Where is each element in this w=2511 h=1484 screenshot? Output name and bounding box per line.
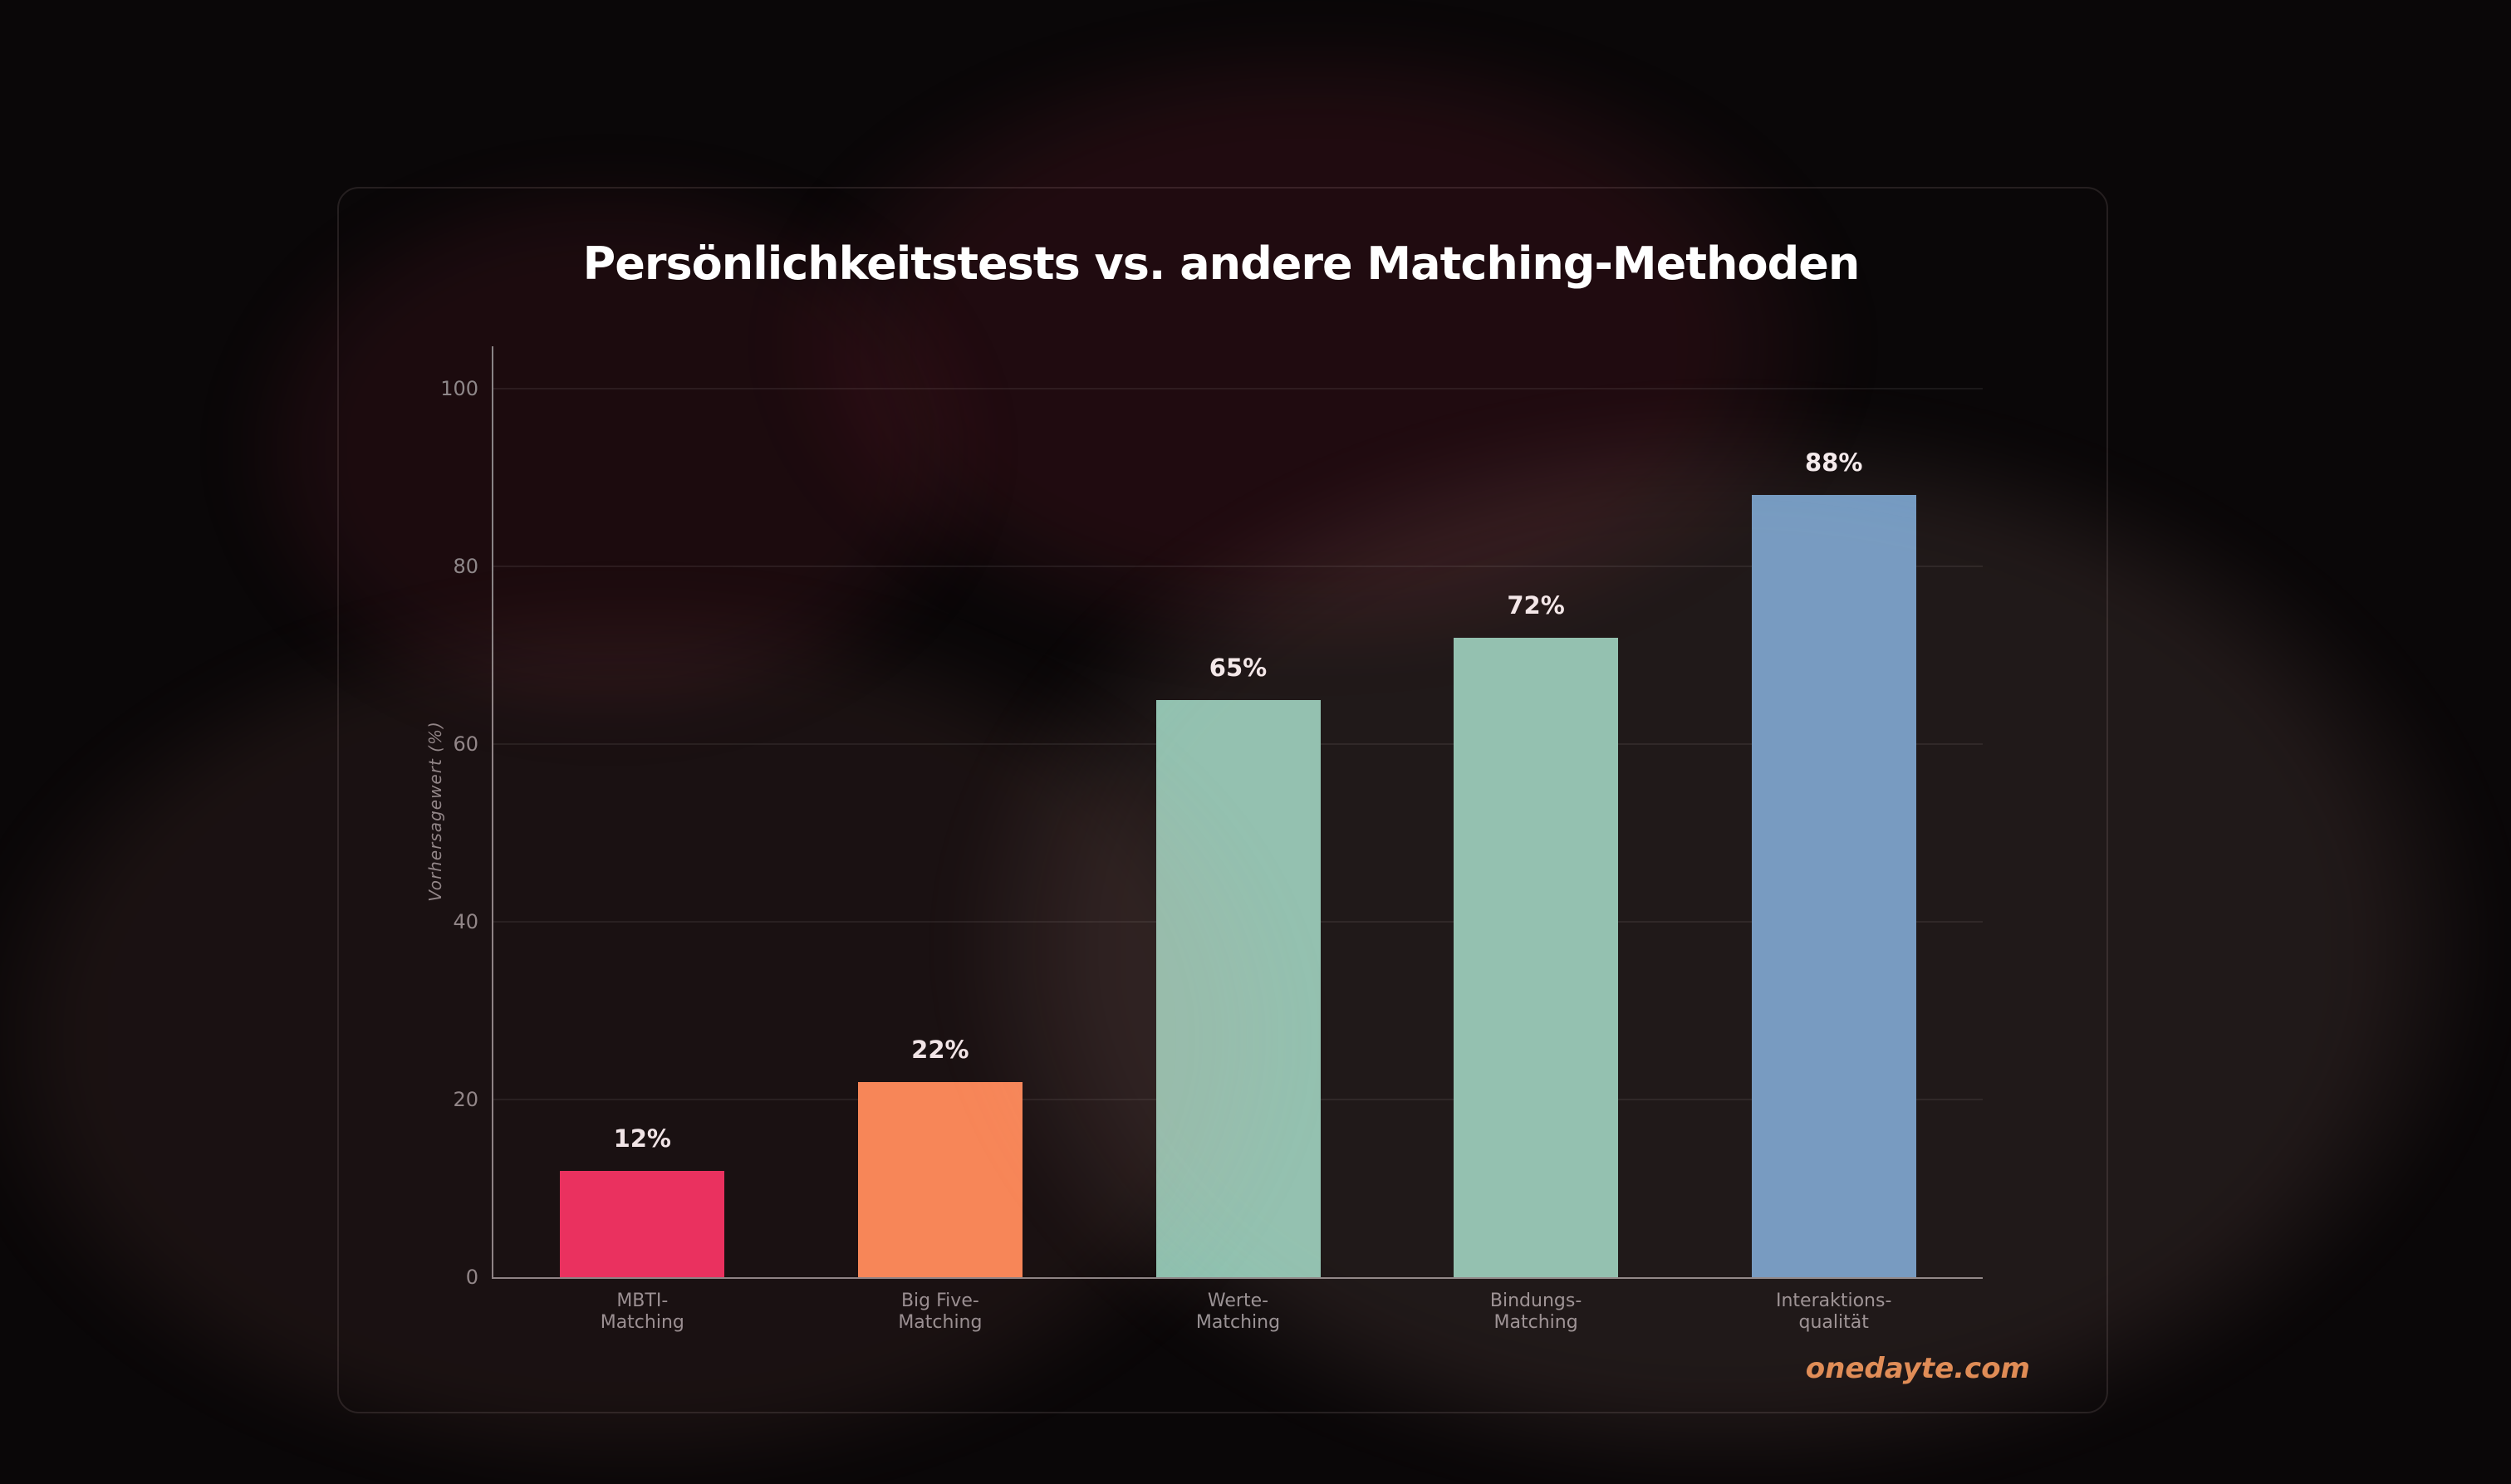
- bar-value-label: 88%: [1804, 448, 1863, 478]
- x-category-label: MBTI- Matching: [600, 1291, 684, 1333]
- bar-1: [857, 1081, 1023, 1277]
- bar-value-label: 72%: [1507, 590, 1565, 620]
- chart-title: Persönlichkeitstests vs. andere Matching…: [582, 238, 1861, 290]
- y-tick-label: 40: [453, 910, 478, 933]
- bar-value-label: 12%: [613, 1124, 671, 1153]
- y-axis-line: [492, 346, 493, 1279]
- x-axis-line: [492, 1277, 1983, 1279]
- y-tick-label: 60: [453, 732, 478, 756]
- x-category-label: Big Five- Matching: [898, 1291, 983, 1333]
- watermark-text: onedayte.com: [1805, 1352, 2030, 1385]
- x-category-label: Bindungs- Matching: [1489, 1291, 1582, 1333]
- chart-card: [337, 187, 2108, 1413]
- bar-0: [560, 1170, 725, 1277]
- bar-4: [1751, 495, 1916, 1277]
- bar-3: [1454, 637, 1619, 1277]
- y-tick-label: 20: [453, 1088, 478, 1111]
- gridline-y-80: [493, 566, 1983, 567]
- x-category-label: Werte- Matching: [1195, 1291, 1281, 1333]
- gridline-y-100: [493, 388, 1983, 389]
- x-category-label: Interaktions- qualität: [1775, 1291, 1892, 1333]
- bar-value-label: 22%: [911, 1035, 969, 1064]
- y-tick-label: 100: [440, 377, 478, 400]
- bar-value-label: 65%: [1209, 653, 1268, 682]
- bar-2: [1155, 699, 1321, 1277]
- y-tick-label: 0: [465, 1266, 478, 1289]
- y-tick-label: 80: [453, 555, 478, 578]
